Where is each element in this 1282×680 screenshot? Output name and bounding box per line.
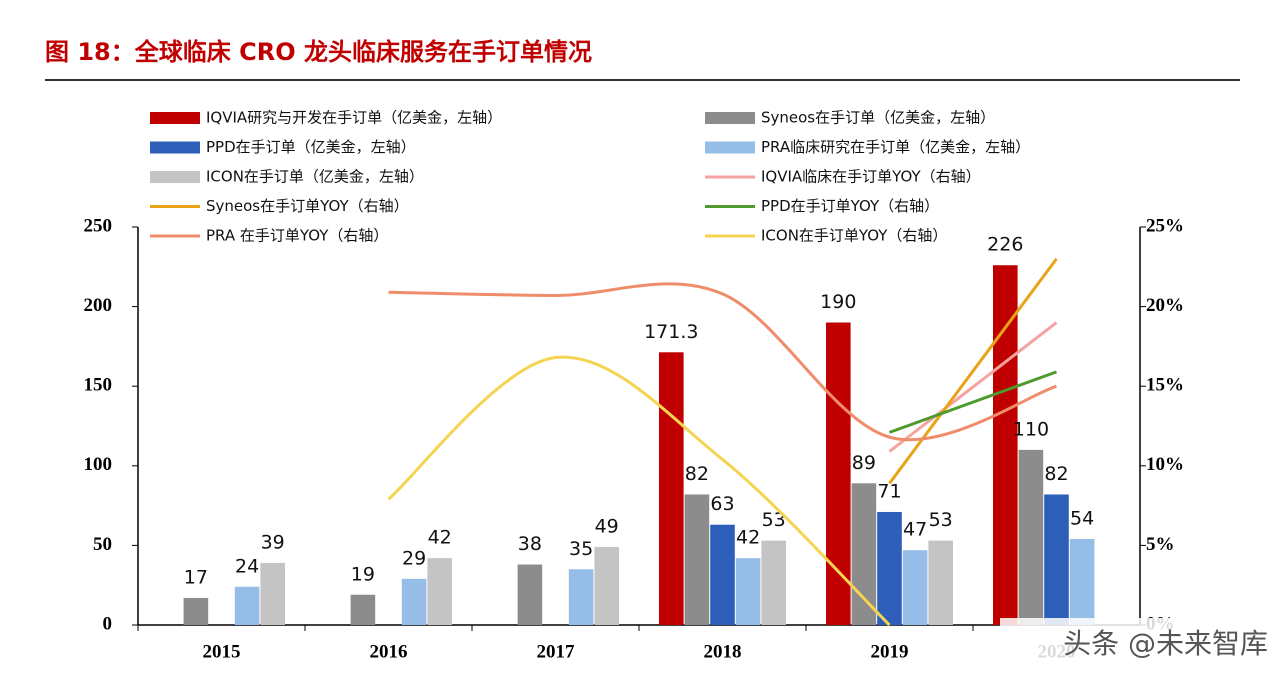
bar <box>183 597 209 625</box>
value-label: 29 <box>402 547 426 569</box>
y2-tick-label: 5% <box>1146 534 1175 555</box>
bar <box>260 562 285 625</box>
bar <box>735 558 761 625</box>
bar <box>401 578 427 625</box>
x-tick-label: 2015 <box>203 641 241 662</box>
legend-label: PRA 在手订单YOY（右轴） <box>206 227 388 245</box>
value-label: 38 <box>518 533 542 555</box>
value-label: 54 <box>1070 508 1094 530</box>
legend-swatch <box>705 141 755 154</box>
bar <box>594 546 619 625</box>
bar <box>1044 494 1069 625</box>
value-label: 63 <box>710 493 734 515</box>
line <box>888 257 1058 485</box>
value-label: 24 <box>235 555 259 577</box>
line <box>388 282 1057 442</box>
y2-tick-label: 20% <box>1146 295 1184 316</box>
y2-tick-label: 25% <box>1146 215 1184 236</box>
bar <box>234 586 260 625</box>
legend-label: PRA临床研究在手订单（亿美金，左轴） <box>761 138 1030 156</box>
bar <box>659 352 684 625</box>
y-tick-label: 0 <box>103 613 113 634</box>
bar <box>877 511 902 625</box>
bar <box>710 524 735 625</box>
bar <box>928 540 953 625</box>
legend-label: ICON在手订单YOY（右轴） <box>761 227 947 245</box>
value-label: 47 <box>903 519 927 541</box>
value-label: 171.3 <box>644 321 698 343</box>
line <box>888 370 1058 434</box>
legend-label: Syneos在手订单（亿美金，左轴） <box>761 109 995 127</box>
y-tick-label: 200 <box>84 295 113 316</box>
bar <box>568 569 594 625</box>
bar <box>826 322 851 625</box>
legend-label: PPD在手订单YOY（右轴） <box>761 197 939 215</box>
x-tick-label: 2017 <box>537 641 576 662</box>
legend-swatch <box>705 112 755 124</box>
value-label: 82 <box>685 463 709 485</box>
bar <box>684 494 710 625</box>
y-tick-label: 250 <box>84 215 113 236</box>
value-label: 53 <box>762 509 786 531</box>
legend-swatch <box>150 141 200 154</box>
value-label: 226 <box>987 234 1023 256</box>
y-tick-label: 150 <box>84 375 113 396</box>
value-label: 110 <box>1013 418 1049 440</box>
y-tick-label: 100 <box>84 454 113 475</box>
bar <box>517 564 543 625</box>
legend-label: ICON在手订单（亿美金，左轴） <box>206 168 424 186</box>
watermark-bg <box>1000 618 1275 674</box>
value-label: 82 <box>1044 463 1068 485</box>
chart-title: 图 18：全球临床 CRO 龙头临床服务在手订单情况 <box>45 38 592 66</box>
x-tick-label: 2018 <box>704 641 742 662</box>
legend-label: Syneos在手订单YOY（右轴） <box>206 197 409 215</box>
x-tick-label: 2016 <box>370 641 408 662</box>
line <box>387 355 891 627</box>
value-label: 42 <box>428 527 452 549</box>
legend-swatch <box>150 171 200 183</box>
value-label: 35 <box>569 538 593 560</box>
bar <box>1018 449 1044 625</box>
x-tick-label: 2019 <box>871 641 909 662</box>
value-label: 71 <box>877 480 901 502</box>
value-label: 42 <box>736 527 760 549</box>
legend-swatch <box>150 112 200 124</box>
bar <box>851 483 877 625</box>
legend-label: IQVIA临床在手订单YOY（右轴） <box>761 168 981 186</box>
legend-label: IQVIA研究与开发在手订单（亿美金，左轴） <box>206 109 502 127</box>
y-tick-label: 50 <box>93 534 112 555</box>
bar <box>1069 539 1095 625</box>
bar <box>902 550 928 625</box>
value-label: 49 <box>595 515 619 537</box>
y2-tick-label: 15% <box>1146 375 1184 396</box>
y2-tick-label: 10% <box>1146 454 1184 475</box>
value-label: 19 <box>351 563 375 585</box>
value-label: 39 <box>261 531 285 553</box>
value-label: 53 <box>929 509 953 531</box>
bar <box>350 594 376 625</box>
bar <box>993 265 1018 625</box>
bar <box>761 540 786 625</box>
value-label: 190 <box>820 291 856 313</box>
value-label: 17 <box>184 566 208 588</box>
bar <box>427 558 452 625</box>
legend-label: PPD在手订单（亿美金，左轴） <box>206 138 416 156</box>
watermark: 头条 @未来智库 <box>1063 627 1268 660</box>
value-label: 89 <box>852 452 876 474</box>
